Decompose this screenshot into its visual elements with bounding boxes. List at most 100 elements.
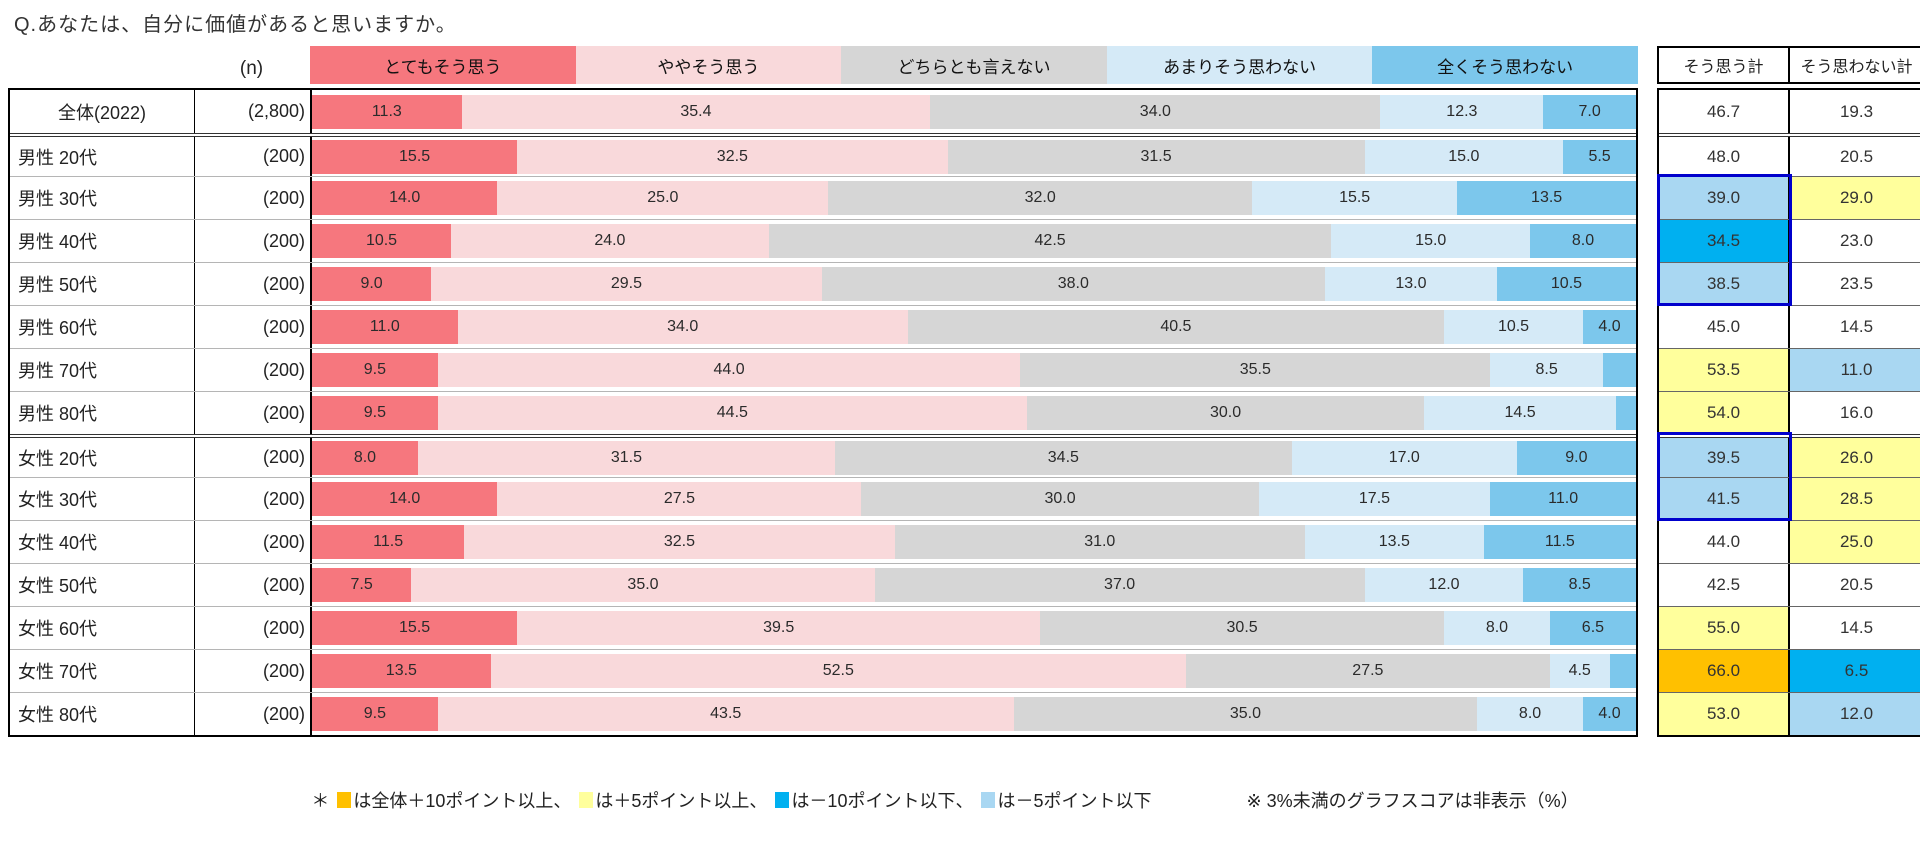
agree-total-cell: 38.5 [1659, 263, 1790, 305]
bar-area: 9.0 29.5 38.0 13.0 10.5 [312, 263, 1636, 305]
n-value: (200) [195, 177, 312, 219]
bar-segment: 12.3 [1380, 94, 1544, 129]
agree-total-cell: 48.0 [1659, 137, 1790, 176]
bar-value-label: 11.3 [371, 102, 402, 120]
footnote-note: ※ 3%未満のグラフスコアは非表示（%） [1246, 791, 1579, 811]
n-value: (200) [195, 349, 312, 391]
bar-segment: 39.5 [517, 611, 1041, 645]
bar-value-label: 31.5 [610, 448, 642, 466]
agree-total-cell: 42.5 [1659, 564, 1790, 606]
bar-value-label: 25.0 [647, 189, 679, 206]
stacked-bar: 13.5 52.5 27.5 4.5 [312, 654, 1636, 688]
disagree-total-cell: 23.5 [1790, 263, 1920, 305]
bar-segment: 27.5 [1185, 654, 1550, 688]
footnote-chip-orange [337, 792, 352, 808]
bar-value-label: 40.5 [1160, 318, 1192, 335]
summary-row: 46.7 19.3 [1659, 90, 1920, 133]
bar-segment: 15.5 [1252, 181, 1458, 215]
bar-value-label: 4.5 [1568, 662, 1591, 679]
summary-row: 44.0 25.0 [1659, 520, 1920, 563]
bar-segment: 52.5 [490, 654, 1186, 688]
bar-segment: 38.0 [821, 267, 1325, 301]
summary-row: 39.0 29.0 [1659, 176, 1920, 219]
bar-segment: 9.0 [1516, 440, 1636, 475]
footnote-text: は＋5ポイント以上、 [595, 791, 768, 811]
bar-value-label: 12.0 [1428, 576, 1460, 593]
agree-total-cell: 53.5 [1659, 349, 1790, 391]
bar-area: 15.5 32.5 31.5 15.0 5.5 [312, 137, 1636, 176]
bar-segment: 15.5 [312, 611, 518, 645]
agree-total-cell: 39.0 [1659, 177, 1790, 219]
disagree-total-cell: 29.0 [1790, 177, 1920, 219]
bar-segment: 29.5 [431, 267, 822, 301]
bar-segment: 44.0 [437, 353, 1021, 387]
bar-value-label: 11.0 [369, 318, 400, 335]
bar-value-label: 44.5 [716, 404, 748, 421]
bar-value-label: 27.5 [663, 490, 695, 507]
bar-segment [1609, 654, 1636, 688]
bar-value-label: 30.0 [1044, 490, 1076, 507]
bar-value-label: 35.4 [680, 102, 712, 120]
table-row: 女性 20代 (200) 8.0 31.5 34.5 17.0 9.0 [10, 434, 1636, 477]
n-column-header: (n) [239, 58, 264, 79]
bar-area: 15.5 39.5 30.5 8.0 6.5 [312, 607, 1636, 649]
bar-segment: 40.5 [907, 310, 1444, 344]
footnote-text: は全体＋10ポイント以上、 [353, 791, 572, 811]
bar-segment: 17.0 [1291, 440, 1517, 475]
summary-header-row: そう思う計 そう思わない計 [1657, 46, 1920, 84]
bar-segment: 32.5 [464, 525, 895, 559]
bar-segment: 34.5 [834, 440, 1292, 475]
bar-value-label: 9.5 [363, 361, 386, 378]
bar-segment: 30.5 [1040, 611, 1444, 645]
agree-total-cell: 66.0 [1659, 650, 1790, 692]
bar-value-label: 29.5 [610, 275, 643, 292]
row-label: 男性 20代 [10, 137, 195, 176]
footnote-asterisk: ＊ [311, 791, 330, 811]
bar-value-label: 44.0 [713, 361, 745, 378]
disagree-total-cell: 14.5 [1790, 607, 1920, 649]
table-row: 男性 30代 (200) 14.0 25.0 32.0 15.5 13.5 [10, 176, 1636, 219]
bar-segment: 5.5 [1563, 139, 1636, 174]
agree-total-cell: 44.0 [1659, 521, 1790, 563]
bar-segment: 4.0 [1583, 697, 1636, 731]
stacked-bar: 14.0 27.5 30.0 17.5 11.0 [312, 482, 1636, 516]
bar-segment: 34.0 [457, 310, 908, 344]
bar-value-label: 11.0 [1548, 490, 1579, 507]
bar-segment: 34.0 [930, 94, 1381, 129]
bar-value-label: 15.0 [1415, 232, 1447, 249]
table-row: 女性 60代 (200) 15.5 39.5 30.5 8.0 6.5 [10, 606, 1636, 649]
bar-segment: 15.5 [312, 139, 518, 174]
bar-value-label: 5.5 [1588, 147, 1611, 165]
bar-value-label: 17.5 [1358, 490, 1391, 507]
legend-item: ややそう思う [575, 46, 842, 84]
bar-segment: 35.4 [461, 94, 931, 129]
bar-segment: 14.0 [312, 181, 498, 215]
footnote-text: は－10ポイント以下、 [791, 791, 974, 811]
summary-table: 46.7 19.3 48.0 20.5 39.0 29.0 34.5 23.0 38.5 23.5… [1657, 88, 1920, 737]
bar-value-label: 15.0 [1448, 147, 1480, 165]
bar-segment: 14.5 [1424, 396, 1617, 430]
footnote-chip-yellow [579, 792, 594, 808]
bar-value-label: 12.3 [1446, 102, 1478, 120]
bar-value-label: 14.0 [389, 490, 421, 507]
summary-row: 55.0 14.5 [1659, 606, 1920, 649]
disagree-total-cell: 6.5 [1790, 650, 1920, 692]
bar-area: 14.0 25.0 32.0 15.5 13.5 [312, 177, 1636, 219]
bar-segment: 11.5 [312, 525, 465, 559]
disagree-total-cell: 25.0 [1790, 521, 1920, 563]
n-value: (200) [195, 263, 312, 305]
table-row: 女性 50代 (200) 7.5 35.0 37.0 12.0 8.5 [10, 563, 1636, 606]
summary-row: 53.0 12.0 [1659, 692, 1920, 735]
agree-total-cell: 41.5 [1659, 478, 1790, 520]
disagree-total-cell: 20.5 [1790, 564, 1920, 606]
bar-value-label: 8.0 [1571, 232, 1595, 249]
bar-value-label: 38.0 [1057, 275, 1089, 292]
bar-value-label: 32.0 [1024, 189, 1056, 206]
bar-segment: 8.5 [1523, 568, 1636, 602]
bar-value-label: 30.0 [1209, 404, 1242, 421]
bar-value-label: 4.0 [1598, 705, 1621, 722]
bar-segment: 10.5 [1444, 310, 1584, 344]
bar-segment: 15.0 [1364, 139, 1564, 174]
bar-value-label: 17.0 [1388, 448, 1420, 466]
n-value: (200) [195, 137, 312, 176]
